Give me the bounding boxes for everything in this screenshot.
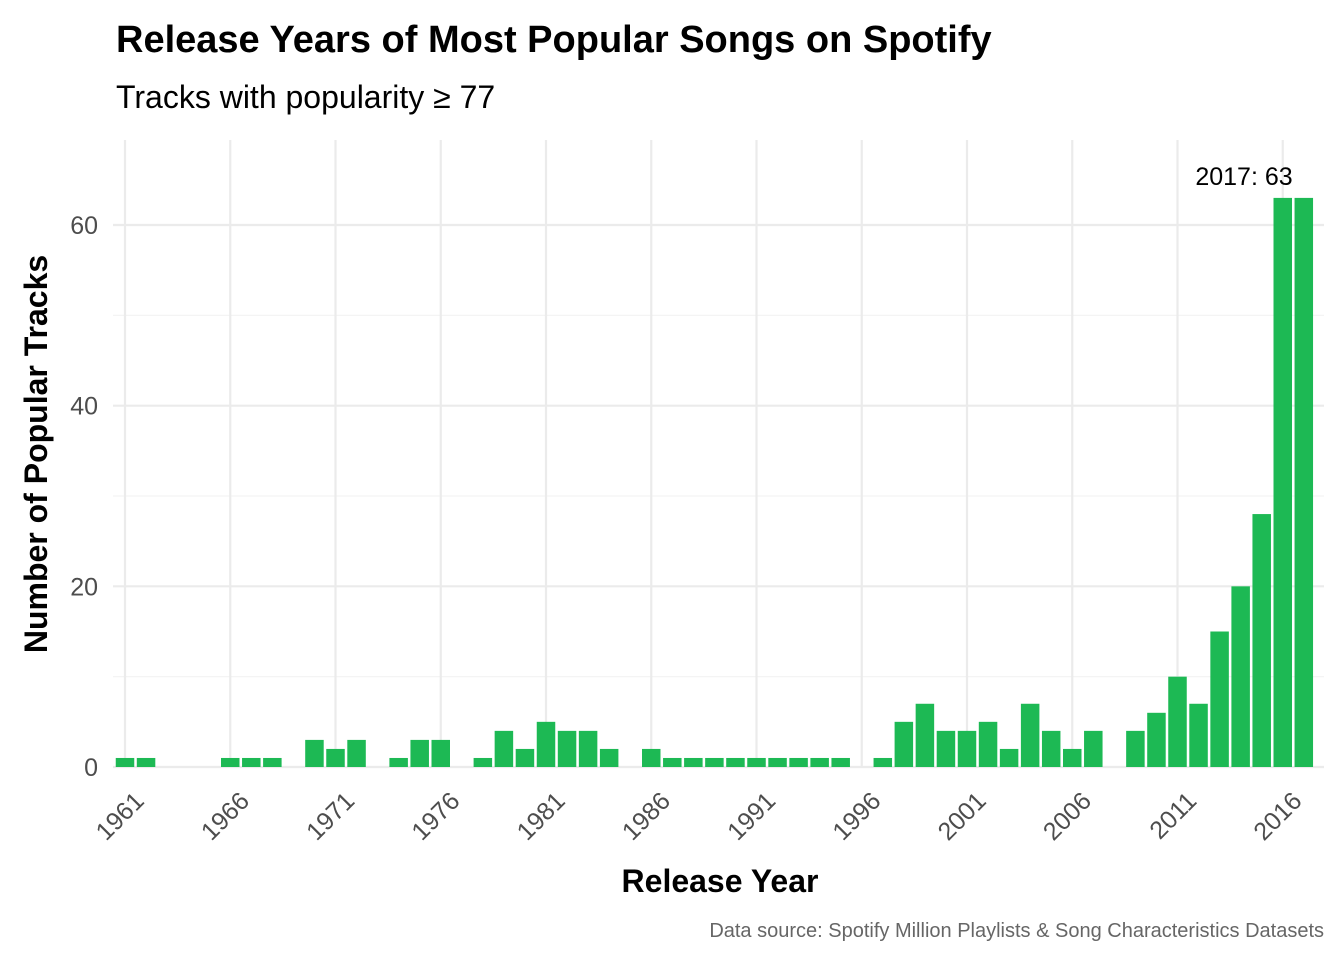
x-tick-label: 1976 bbox=[406, 787, 465, 846]
bar-2015 bbox=[1252, 514, 1271, 767]
bar-1968 bbox=[263, 757, 282, 767]
bar-2011 bbox=[1168, 676, 1187, 767]
bar-2014 bbox=[1231, 586, 1250, 767]
bar-2009 bbox=[1126, 730, 1145, 767]
bar-2010 bbox=[1147, 712, 1166, 767]
bar-1962 bbox=[136, 757, 156, 767]
x-axis-ticks: 1961 1966 1971 1976 1981 1986 1991 1996 2001 2006… bbox=[91, 787, 1308, 846]
bar-1990 bbox=[726, 757, 745, 767]
x-tick-label: 1966 bbox=[196, 787, 255, 846]
bar-1982 bbox=[557, 730, 577, 767]
bar-1976 bbox=[431, 739, 450, 767]
x-tick-label: 1991 bbox=[722, 787, 781, 846]
bar-1987 bbox=[663, 757, 682, 767]
peak-annotation: 2017: 63 bbox=[1195, 163, 1292, 191]
x-tick-label: 2016 bbox=[1248, 787, 1307, 846]
bar-2016 bbox=[1273, 197, 1292, 767]
bar-1984 bbox=[599, 748, 619, 767]
bar-1980 bbox=[515, 748, 535, 767]
bar-2012 bbox=[1189, 703, 1208, 767]
x-tick-label: 1961 bbox=[91, 787, 150, 846]
bar-1970 bbox=[305, 739, 324, 767]
x-axis-title: Release Year bbox=[622, 863, 819, 899]
bar-1971 bbox=[326, 748, 345, 767]
bar-2013 bbox=[1210, 631, 1229, 767]
bar-1981 bbox=[536, 721, 556, 767]
gridlines bbox=[113, 140, 1324, 769]
bar-1967 bbox=[242, 757, 261, 767]
bars bbox=[115, 197, 1314, 767]
chart-subtitle: Tracks with popularity ≥ 77 bbox=[116, 79, 495, 115]
x-tick-label: 2001 bbox=[933, 787, 992, 846]
bar-2007 bbox=[1084, 730, 1103, 767]
y-axis-ticks: 0 20 40 60 bbox=[70, 212, 98, 782]
bar-1972 bbox=[347, 739, 366, 767]
bar-1994 bbox=[810, 757, 829, 767]
bar-1991 bbox=[747, 757, 766, 767]
bar-1997 bbox=[873, 757, 893, 767]
y-tick-label: 20 bbox=[70, 573, 98, 601]
x-tick-label: 1996 bbox=[827, 787, 886, 846]
bar-1978 bbox=[473, 757, 493, 767]
bar-1989 bbox=[705, 757, 724, 767]
bar-1975 bbox=[410, 739, 429, 767]
chart-caption: Data source: Spotify Million Playlists &… bbox=[709, 920, 1324, 942]
bar-2003 bbox=[999, 748, 1019, 767]
x-tick-label: 1986 bbox=[617, 787, 676, 846]
x-tick-label: 1981 bbox=[512, 787, 571, 846]
y-tick-label: 40 bbox=[70, 393, 98, 421]
bar-1995 bbox=[831, 757, 850, 767]
bar-1974 bbox=[389, 757, 408, 767]
bar-1986 bbox=[642, 748, 661, 767]
bar-1966 bbox=[221, 757, 240, 767]
bar-2017 bbox=[1294, 197, 1314, 767]
bar-2004 bbox=[1020, 703, 1040, 767]
bar-2002 bbox=[978, 721, 998, 767]
y-tick-label: 60 bbox=[70, 212, 98, 240]
bar-1992 bbox=[768, 757, 787, 767]
y-tick-label: 0 bbox=[84, 754, 98, 782]
chart-title: Release Years of Most Popular Songs on S… bbox=[116, 19, 992, 61]
bar-2005 bbox=[1041, 730, 1061, 767]
bar-1998 bbox=[894, 721, 914, 767]
bar-1979 bbox=[494, 730, 514, 767]
x-tick-label: 1971 bbox=[301, 787, 360, 846]
bar-1988 bbox=[684, 757, 703, 767]
y-axis-title: Number of Popular Tracks bbox=[18, 255, 54, 653]
x-tick-label: 2006 bbox=[1038, 787, 1097, 846]
x-tick-label: 2011 bbox=[1144, 787, 1202, 845]
bar-1999 bbox=[915, 703, 935, 767]
bar-1993 bbox=[789, 757, 808, 767]
bar-2001 bbox=[957, 730, 977, 767]
bar-1983 bbox=[578, 730, 598, 767]
bar-2006 bbox=[1063, 748, 1082, 767]
bar-2000 bbox=[936, 730, 956, 767]
bar-1961 bbox=[115, 757, 135, 767]
